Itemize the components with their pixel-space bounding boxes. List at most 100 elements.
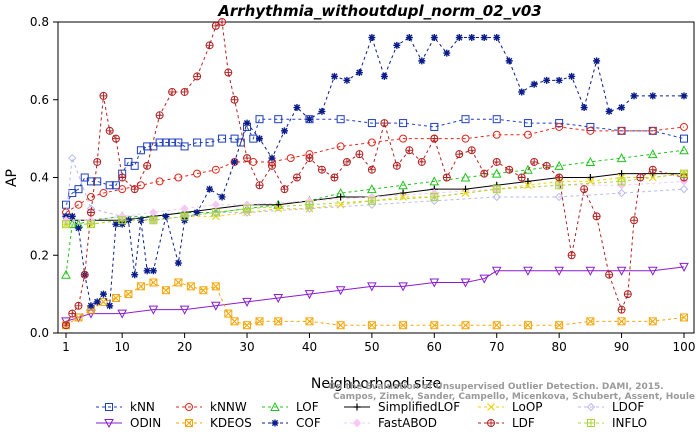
data-point-cof <box>618 104 626 112</box>
legend-label-cof: COF <box>296 416 321 430</box>
data-point-cof <box>131 271 139 279</box>
data-point-ldf <box>492 157 501 166</box>
data-point-cof <box>87 302 95 310</box>
data-point-odin <box>273 294 284 304</box>
data-point-ldf <box>86 208 95 217</box>
y-tick-label: 0.0 <box>30 326 49 340</box>
data-point-cof <box>593 57 601 65</box>
data-point-cof <box>443 49 451 57</box>
data-point-odin <box>335 286 346 296</box>
data-point-ldf <box>68 309 77 318</box>
data-point-lof <box>585 156 596 166</box>
data-point-ldf <box>168 87 177 96</box>
data-point-inflo <box>305 200 314 209</box>
data-point-inflo <box>367 196 376 205</box>
data-point-ldf <box>505 165 514 174</box>
data-point-cof <box>68 212 76 220</box>
data-point-kdeos <box>211 282 220 291</box>
data-point-lof <box>647 149 658 159</box>
series-ldf <box>62 18 688 330</box>
legend-label-loop: LoOP <box>512 400 543 414</box>
legend-item-knnw: kNNW <box>176 400 247 414</box>
data-point-knn <box>161 138 170 147</box>
data-point-odin <box>429 278 440 288</box>
legend-marker-knnw <box>185 403 193 411</box>
data-point-cof <box>455 34 463 42</box>
x-tick-label: 60 <box>427 340 442 354</box>
data-point-cof <box>112 220 120 228</box>
data-point-ldf <box>105 126 114 135</box>
data-point-kdeos <box>136 282 145 291</box>
legend-marker-fastabod <box>352 418 362 428</box>
data-point-loop <box>274 204 283 213</box>
data-point-ldf <box>268 161 276 170</box>
data-point-ldf <box>530 157 539 166</box>
data-point-knnw <box>286 154 295 163</box>
data-point-knnw <box>367 138 376 147</box>
data-point-knn <box>367 119 376 128</box>
data-point-cof <box>149 267 157 275</box>
data-point-ldf <box>155 111 164 120</box>
data-point-cof <box>555 76 563 84</box>
data-point-knn <box>336 115 345 124</box>
data-point-inflo <box>86 220 95 229</box>
legend-item-knn: kNN <box>96 400 155 414</box>
data-point-simplifiedlof <box>524 177 532 185</box>
legend-label-fastabod: FastABOD <box>378 416 437 430</box>
data-point-cof <box>605 107 613 115</box>
data-point-kdeos <box>617 317 626 326</box>
data-point-cof <box>405 34 413 42</box>
data-point-ldf <box>243 154 252 163</box>
data-point-knnw <box>74 200 83 209</box>
data-point-ldf <box>211 21 220 30</box>
legend-item-lof: LOF <box>262 400 319 414</box>
data-point-cof <box>530 80 538 88</box>
data-point-odin <box>647 266 658 276</box>
x-tick-label: 20 <box>177 340 192 354</box>
data-point-cof <box>380 72 388 80</box>
data-point-cof <box>580 104 588 112</box>
data-point-cof <box>143 267 151 275</box>
data-point-ldf <box>467 146 476 155</box>
data-point-kdeos <box>161 286 170 295</box>
data-point-cof <box>93 298 101 306</box>
data-point-kdeos <box>461 321 470 330</box>
data-point-ldf <box>255 181 264 190</box>
data-point-cof <box>318 107 326 115</box>
data-point-knn <box>93 177 102 186</box>
series-odin <box>61 262 689 327</box>
data-point-ldf <box>355 150 364 159</box>
data-point-ldf <box>280 185 289 194</box>
legend-marker-lof <box>270 401 280 411</box>
data-point-cof <box>162 212 170 220</box>
data-point-cof <box>343 76 351 84</box>
data-point-cof <box>518 88 526 96</box>
data-point-kdeos <box>555 321 564 330</box>
data-point-ldf <box>623 290 632 299</box>
data-point-ldf <box>380 119 389 128</box>
data-point-ldf <box>636 173 645 182</box>
data-point-ldof <box>679 184 689 194</box>
data-point-kdeos <box>523 321 532 330</box>
data-point-knnw <box>193 169 202 178</box>
data-point-ldf <box>99 91 108 100</box>
series-line-ldf <box>65 21 685 326</box>
data-point-knnw <box>86 192 95 201</box>
series-line-inflo <box>66 173 685 225</box>
data-point-ldf <box>480 169 489 178</box>
legend-label-lof: LOF <box>296 400 319 414</box>
data-point-odin <box>367 282 377 292</box>
legend-label-knnw: kNNW <box>210 400 247 414</box>
y-axis-label: AP <box>4 169 20 187</box>
data-point-kdeos <box>430 321 439 330</box>
data-point-kdeos <box>255 317 264 326</box>
data-point-ldf <box>93 157 102 166</box>
data-point-knnw <box>586 126 595 135</box>
legend-marker-inflo <box>587 419 595 427</box>
data-point-odin <box>554 266 564 276</box>
data-point-fastabod <box>180 204 189 213</box>
data-point-ldf <box>111 134 120 143</box>
data-point-odin <box>117 309 128 319</box>
data-point-ldf <box>405 146 414 155</box>
